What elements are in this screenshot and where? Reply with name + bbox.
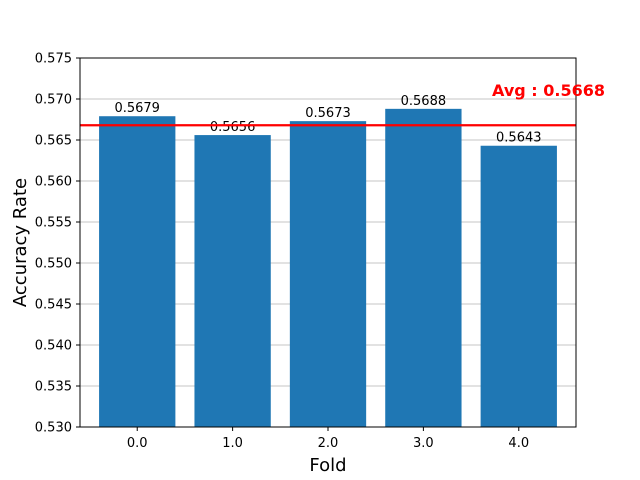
x-tick-label: 4.0 bbox=[508, 436, 529, 451]
x-tick-label: 0.0 bbox=[127, 436, 148, 451]
axis-ticks: 0.530 0.535 0.540 0.545 0.550 0.555 0.560 0.565… bbox=[35, 52, 529, 452]
average-label: Avg : 0.5668 bbox=[492, 81, 605, 100]
y-tick-label: 0.570 bbox=[35, 93, 72, 108]
y-tick-label: 0.545 bbox=[35, 298, 72, 313]
x-axis-title: Fold bbox=[309, 455, 346, 476]
y-tick-label: 0.555 bbox=[35, 216, 72, 231]
bar-value-label: 0.5679 bbox=[114, 101, 160, 116]
bars: 0.5679 0.5656 0.5673 0.5688 0.5643 bbox=[99, 94, 557, 428]
bar-value-label: 0.5688 bbox=[401, 94, 447, 109]
y-tick-label: 0.540 bbox=[35, 339, 72, 354]
x-tick-label: 3.0 bbox=[413, 436, 434, 451]
bar-value-label: 0.5656 bbox=[210, 120, 256, 135]
y-tick-label: 0.550 bbox=[35, 257, 72, 272]
bar-value-label: 0.5673 bbox=[305, 106, 351, 121]
bar bbox=[194, 135, 271, 427]
bar bbox=[480, 145, 557, 428]
bar bbox=[289, 121, 367, 427]
y-axis-title: Accuracy Rate bbox=[10, 178, 31, 307]
y-tick-label: 0.575 bbox=[35, 52, 72, 67]
bar bbox=[99, 116, 176, 427]
y-tick-label: 0.530 bbox=[35, 421, 72, 436]
bar-value-label: 0.5643 bbox=[496, 131, 542, 146]
y-tick-label: 0.535 bbox=[35, 380, 72, 395]
y-tick-label: 0.565 bbox=[35, 134, 72, 149]
x-tick-label: 2.0 bbox=[318, 436, 339, 451]
x-tick-label: 1.0 bbox=[222, 436, 243, 451]
y-tick-label: 0.560 bbox=[35, 175, 72, 190]
bar bbox=[385, 108, 462, 427]
